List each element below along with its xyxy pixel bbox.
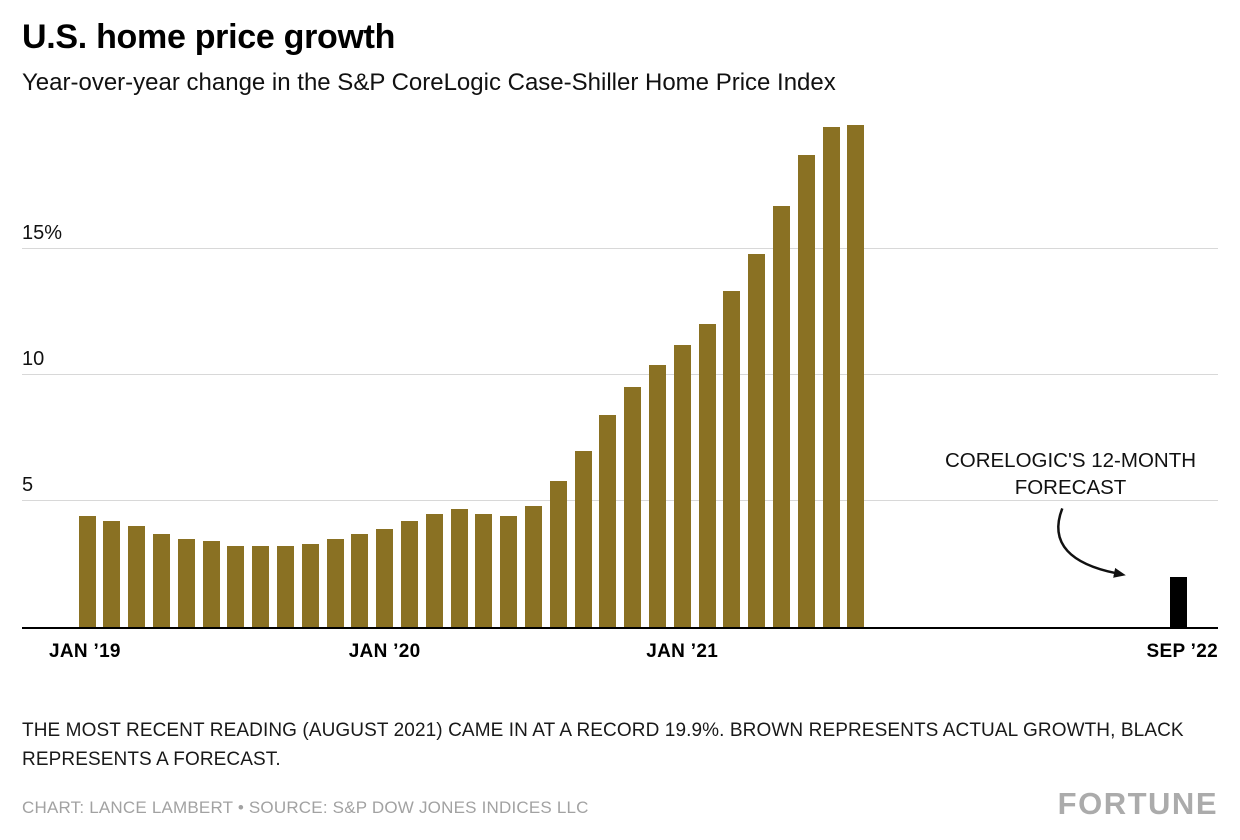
chart-credit: CHART: LANCE LAMBERT • SOURCE: S&P DOW J… [22, 798, 589, 818]
forecast-arrow-path [1057, 508, 1126, 578]
bar-apr-2021 [748, 253, 766, 628]
bar-jul-2021 [822, 127, 840, 628]
bar-jan-2020 [376, 528, 394, 628]
chart-area: CORELOGIC'S 12-MONTH FORECAST 5 10 15% JAN… [22, 114, 1218, 681]
bar-feb-2021 [698, 324, 716, 628]
fortune-logo: FORTUNE [1057, 786, 1218, 822]
x-tick-jan-20: JAN ’20 [348, 641, 421, 663]
chart-footer: CHART: LANCE LAMBERT • SOURCE: S&P DOW J… [22, 786, 1218, 822]
bar-sep-2019 [276, 546, 294, 628]
chart-subtitle: Year-over-year change in the S&P CoreLog… [22, 69, 836, 97]
chart-title: U.S. home price growth [22, 18, 396, 56]
bar-mar-2019 [128, 526, 146, 628]
bar-jun-2019 [202, 541, 220, 628]
bar-apr-2020 [450, 508, 468, 628]
x-axis-labels: JAN ’19 JAN ’20 JAN ’21 SEP ’22 [22, 641, 1218, 681]
bar-sep-2020 [574, 450, 592, 628]
gridline-5 [22, 500, 1218, 502]
bar-sep-2022 [1169, 576, 1187, 628]
annotation-arrow [1057, 508, 1126, 578]
bar-jul-2019 [227, 546, 245, 628]
x-tick-jan-19: JAN ’19 [49, 641, 121, 663]
y-tick-label-10: 10 [22, 347, 45, 370]
bar-jan-2021 [673, 344, 691, 628]
bar-nov-2020 [624, 387, 642, 628]
gridline-10 [22, 373, 1218, 375]
bar-feb-2020 [400, 521, 418, 628]
chart-header: U.S. home price growth Year-over-year ch… [22, 18, 1218, 98]
y-tick-label-5: 5 [22, 474, 34, 497]
bar-aug-2021 [847, 124, 865, 628]
x-tick-jan-21: JAN ’21 [646, 641, 719, 663]
bar-jul-2020 [524, 506, 542, 628]
forecast-annotation: CORELOGIC'S 12-MONTH FORECAST [944, 449, 1197, 499]
bar-may-2021 [772, 205, 790, 628]
plot-area: CORELOGIC'S 12-MONTH FORECAST 5 10 15% [22, 114, 1218, 630]
bar-jun-2021 [797, 155, 815, 628]
bar-mar-2021 [723, 291, 741, 628]
bar-feb-2019 [103, 521, 121, 628]
bar-jan-2019 [78, 516, 96, 628]
bar-apr-2019 [152, 533, 170, 628]
bar-may-2020 [475, 513, 493, 628]
bar-aug-2020 [549, 480, 567, 628]
bar-dec-2020 [648, 364, 666, 628]
bar-dec-2019 [351, 533, 369, 628]
bar-jun-2020 [500, 516, 518, 628]
chart-note: THE MOST RECENT READING (AUGUST 2021) CA… [22, 720, 1184, 770]
bar-aug-2019 [252, 546, 270, 628]
bar-oct-2019 [301, 543, 319, 628]
bar-mar-2020 [425, 513, 443, 628]
x-tick-sep-22: SEP ’22 [1146, 641, 1218, 663]
bar-may-2019 [177, 538, 195, 628]
bar-nov-2019 [326, 538, 344, 628]
y-tick-label-15: 15% [22, 221, 63, 244]
gridline-15 [22, 247, 1218, 249]
bar-oct-2020 [599, 415, 617, 628]
